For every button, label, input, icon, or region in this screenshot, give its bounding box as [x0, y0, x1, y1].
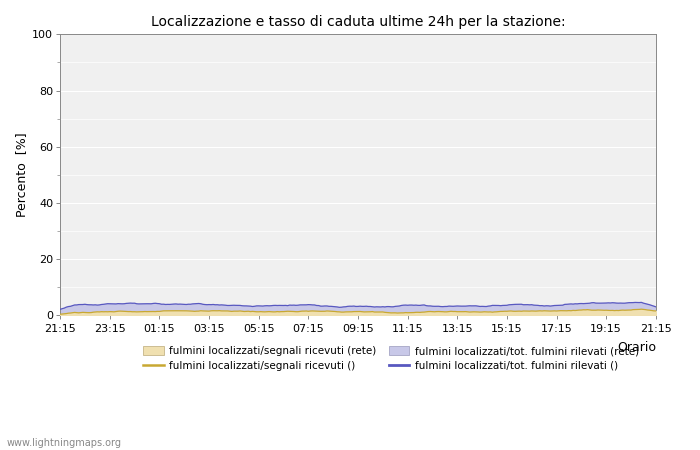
Legend: fulmini localizzati/segnali ricevuti (rete), fulmini localizzati/segnali ricevut: fulmini localizzati/segnali ricevuti (re…: [143, 346, 638, 371]
Text: Orario: Orario: [617, 341, 656, 354]
Title: Localizzazione e tasso di caduta ultime 24h per la stazione:: Localizzazione e tasso di caduta ultime …: [150, 15, 566, 29]
Text: www.lightningmaps.org: www.lightningmaps.org: [7, 438, 122, 448]
Y-axis label: Percento  [%]: Percento [%]: [15, 133, 28, 217]
